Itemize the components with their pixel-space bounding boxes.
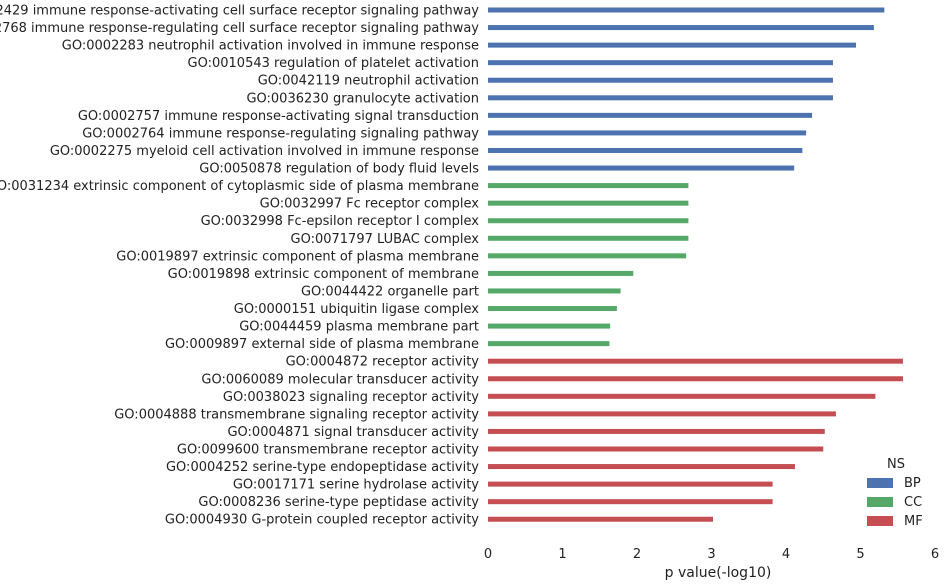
legend-swatch-bp [867,478,893,488]
category-label-20: GO:0004872 receptor activity [286,355,480,370]
category-label-23: GO:0004888 transmembrane signaling recep… [114,407,479,422]
category-label-0: GO:0002429 immune response-activating ce… [0,4,479,19]
bar-mf-24 [488,428,825,434]
legend-label-mf: MF [904,514,923,529]
x-tick-label-3: 3 [707,547,715,562]
legend-swatch-mf [867,516,893,526]
category-label-6: GO:0002757 immune response-activating si… [78,109,479,124]
category-label-5: GO:0036230 granulocyte activation [246,91,479,106]
x-tick-label-5: 5 [856,547,864,562]
bar-mf-23 [488,411,836,417]
category-label-22: GO:0038023 signaling receptor activity [223,390,479,405]
bar-cc-19 [488,341,610,347]
bar-mf-28 [488,499,773,505]
bar-mf-22 [488,393,876,399]
x-axis: 0 1 2 3 4 5 6 [484,547,939,562]
category-label-25: GO:0099600 transmembrane receptor activi… [177,443,479,458]
x-axis-title: p value(-log10) [665,565,772,581]
bar-cc-10 [488,183,689,189]
category-label-24: GO:0004871 signal transducer activity [227,425,479,440]
category-label-17: GO:0000151 ubiquitin ligase complex [234,302,480,317]
category-label-9: GO:0050878 regulation of body fluid leve… [199,162,479,177]
bar-cc-15 [488,270,634,276]
bar-bp-9 [488,165,795,171]
bar-bp-7 [488,130,807,136]
bar-cc-14 [488,253,687,259]
category-label-29: GO:0004930 G-protein coupled receptor ac… [165,513,479,528]
bar-mf-25 [488,446,824,452]
bar-mf-21 [488,376,903,382]
category-label-3: GO:0010543 regulation of platelet activa… [188,56,479,71]
bar-bp-5 [488,95,833,101]
category-label-7: GO:0002764 immune response-regulating si… [82,126,479,141]
category-label-10: GO:0031234 extrinsic component of cytopl… [0,179,479,194]
legend-swatch-cc [867,497,893,507]
category-label-18: GO:0044459 plasma membrane part [239,320,479,335]
bar-cc-13 [488,235,689,241]
bar-bp-8 [488,147,803,153]
bar-cc-18 [488,323,611,329]
category-label-27: GO:0017171 serine hydrolase activity [233,478,479,493]
category-label-2: GO:0002283 neutrophil activation involve… [62,39,479,54]
legend: NS BP CC MF [867,457,923,529]
bar-bp-3 [488,60,833,66]
category-label-15: GO:0019898 extrinsic component of membra… [168,267,479,282]
category-label-28: GO:0008236 serine-type peptidase activit… [198,495,479,510]
legend-title: NS [887,457,905,472]
legend-label-bp: BP [904,476,921,491]
x-tick-label-1: 1 [558,547,566,562]
category-label-21: GO:0060089 molecular transducer activity [201,372,479,387]
category-label-12: GO:0032998 Fc-epsilon receptor I complex [201,214,480,229]
category-label-19: GO:0009897 external side of plasma membr… [165,337,479,352]
bar-bp-4 [488,77,833,83]
category-labels: GO:0002429 immune response-activating ce… [0,4,479,528]
category-label-14: GO:0019897 extrinsic component of plasma… [116,249,479,264]
bar-cc-11 [488,200,689,206]
bar-bp-6 [488,112,813,118]
x-tick-label-0: 0 [484,547,492,562]
bar-bp-0 [488,7,885,13]
bar-mf-27 [488,481,773,487]
category-label-13: GO:0071797 LUBAC complex [291,232,480,247]
category-label-26: GO:0004252 serine-type endopeptidase act… [166,460,479,475]
legend-label-cc: CC [904,495,922,510]
x-tick-label-2: 2 [633,547,641,562]
category-label-11: GO:0032997 Fc receptor complex [260,197,480,212]
category-label-8: GO:0002275 myeloid cell activation invol… [50,144,479,159]
bar-cc-12 [488,218,689,224]
bars-layer [488,7,903,522]
category-label-4: GO:0042119 neutrophil activation [258,74,479,89]
bar-bp-2 [488,42,857,48]
bar-mf-20 [488,358,903,364]
category-label-1: GO:0002768 immune response-regulating ce… [0,21,479,36]
x-tick-label-4: 4 [782,547,790,562]
bar-mf-29 [488,516,713,522]
bar-cc-17 [488,306,617,312]
x-tick-label-6: 6 [931,547,939,562]
bar-mf-26 [488,464,795,470]
bar-bp-1 [488,25,874,31]
bar-cc-16 [488,288,621,294]
category-label-16: GO:0044422 organelle part [301,284,479,299]
